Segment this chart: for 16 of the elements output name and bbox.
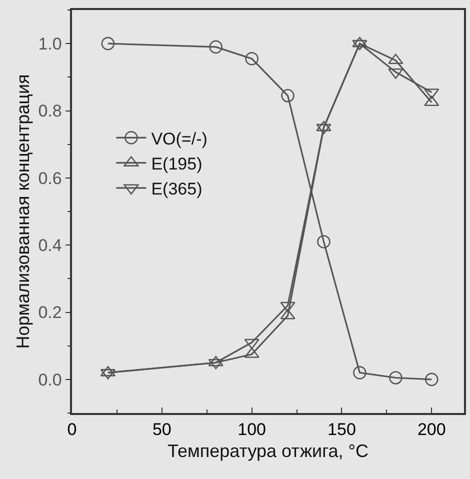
y-tick-label: 0.6 (38, 168, 62, 188)
legend-label: E(195) (151, 154, 202, 174)
x-tick-label: 150 (328, 420, 356, 440)
x-tick-label: 0 (67, 420, 77, 440)
y-tick-label: 0.4 (38, 236, 62, 256)
x-axis-title: Температура отжига, °C (168, 440, 368, 461)
y-tick-label: 0.8 (38, 102, 62, 121)
x-tick-label: 50 (152, 420, 172, 440)
y-tick-label: 0.2 (38, 303, 62, 322)
legend-label: E(365) (151, 180, 202, 199)
y-tick-label: 1.0 (38, 34, 62, 54)
x-tick-label: 200 (417, 420, 446, 440)
y-axis-title: Нормализованная концентрация (12, 74, 33, 349)
y-tick-label: 0.0 (38, 370, 62, 390)
x-tick-label: 100 (238, 420, 266, 440)
legend-label: VO(=/-) (151, 129, 208, 148)
